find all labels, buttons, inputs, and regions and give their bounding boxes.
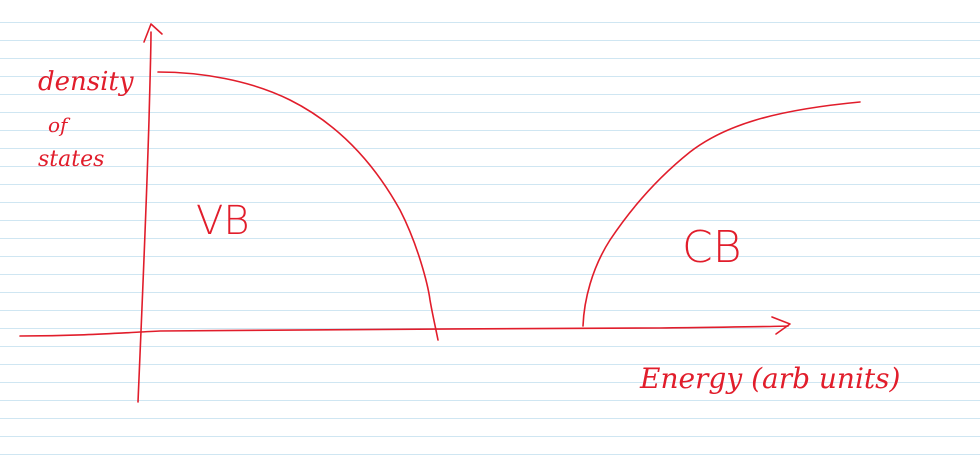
x-axis-arrowhead <box>771 316 791 335</box>
y-axis-arrowhead <box>143 23 163 43</box>
y-axis <box>137 31 152 403</box>
conduction-band-label: CB <box>682 222 742 273</box>
valence-band-curve <box>157 71 439 341</box>
y-axis-label-line-2: of <box>48 113 71 137</box>
valence-band-label: VB <box>196 198 250 244</box>
y-axis-label-line-3: states <box>38 147 104 172</box>
x-axis-label: Energy (arb units) <box>639 362 900 395</box>
conduction-band-curve <box>582 101 861 327</box>
y-axis-label-line-1: density <box>38 67 134 97</box>
x-axis <box>19 325 789 337</box>
